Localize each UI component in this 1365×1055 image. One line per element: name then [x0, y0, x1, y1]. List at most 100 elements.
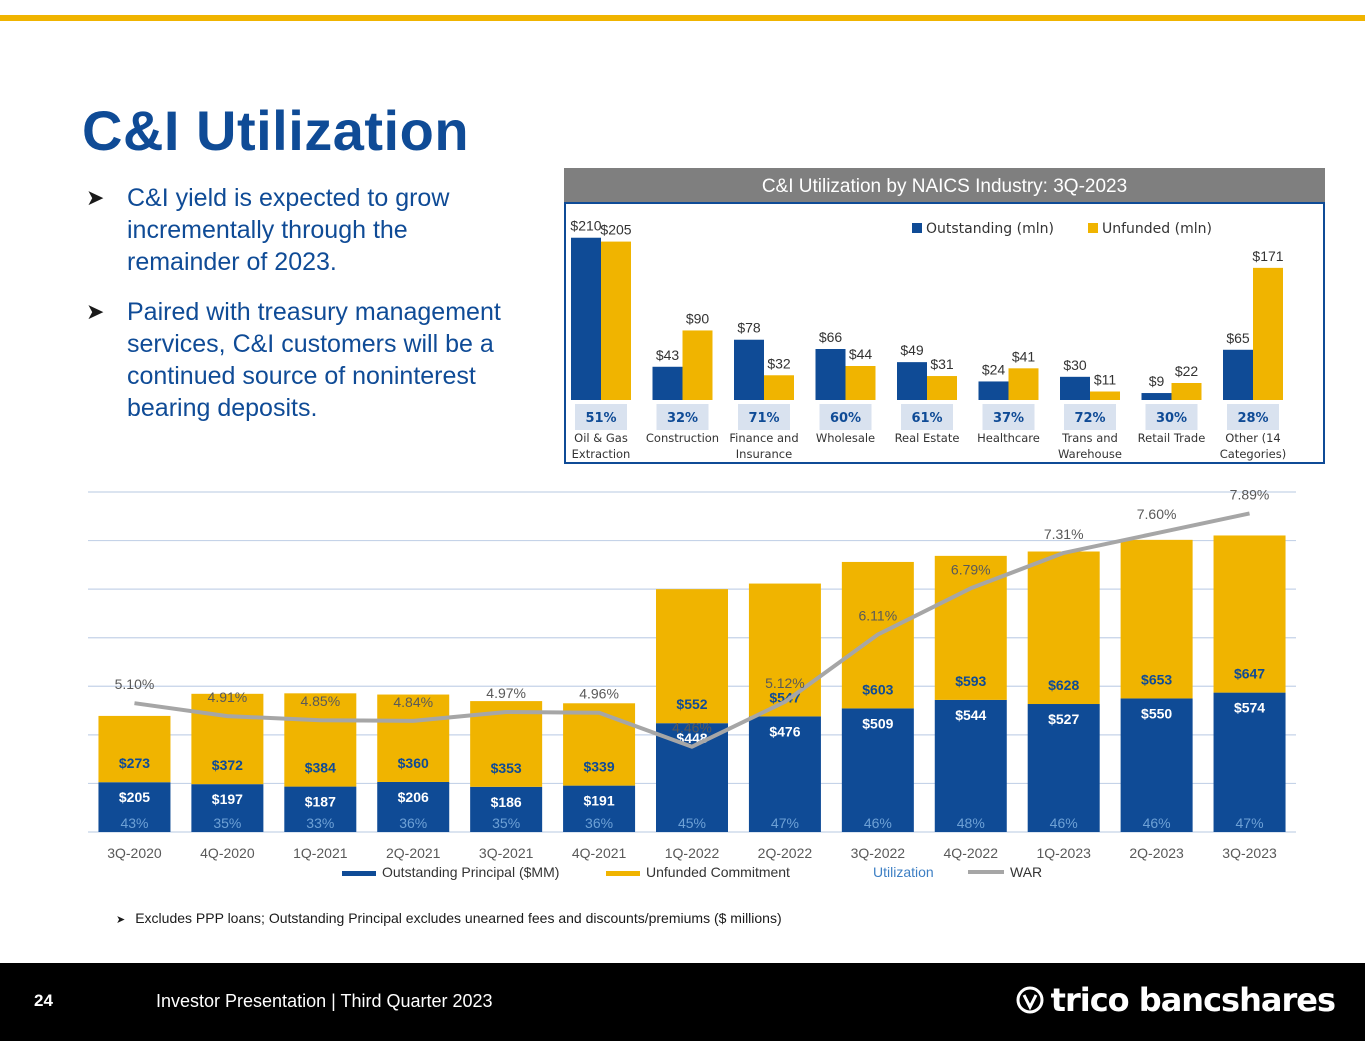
industry-value-label: $66 [819, 329, 843, 345]
industry-bar-outstanding [815, 349, 846, 400]
footnote-text: Excludes PPP loans; Outstanding Principa… [135, 910, 782, 926]
industry-category-label: Oil & Gas [574, 431, 628, 445]
outstanding-label: $186 [491, 794, 522, 810]
outstanding-bar [563, 785, 636, 832]
utilization-badge [819, 404, 872, 430]
war-label: 6.79% [951, 561, 991, 577]
utilization-label: 47% [771, 815, 799, 831]
utilization-badge [901, 404, 953, 430]
utilization-badge-label: 72% [1074, 411, 1105, 426]
war-label: 5.12% [765, 675, 805, 691]
unfunded-label: $547 [769, 689, 800, 705]
utilization-badge-label: 71% [748, 411, 779, 426]
industry-value-label: $32 [767, 355, 791, 371]
unfunded-bar [1120, 539, 1193, 699]
footer-bar: 24 Investor Presentation | Third Quarter… [0, 963, 1365, 1041]
unfunded-label: $273 [119, 755, 150, 771]
unfunded-bar [656, 589, 728, 724]
industry-value-label: $30 [1063, 357, 1087, 373]
industry-value-label: $171 [1252, 248, 1283, 264]
outstanding-bar [470, 786, 543, 832]
industry-value-label: $44 [849, 346, 873, 362]
war-label: 6.11% [859, 608, 898, 624]
outstanding-bar [1120, 698, 1193, 832]
utilization-badge [656, 404, 709, 430]
unfunded-bar [377, 694, 450, 782]
page-title: C&I Utilization [82, 99, 470, 162]
utilization-label: 33% [306, 815, 334, 831]
outstanding-label: $527 [1048, 711, 1079, 727]
page-number: 24 [34, 991, 53, 1010]
unfunded-label: $647 [1234, 666, 1265, 682]
industry-bar-outstanding [652, 366, 683, 400]
utilization-badge [738, 404, 790, 430]
industry-value-label: $41 [1012, 348, 1036, 364]
outstanding-label: $191 [583, 793, 614, 809]
outstanding-label: $476 [769, 723, 800, 739]
industry-category-label: Retail Trade [1138, 431, 1206, 445]
utilization-badge [982, 404, 1035, 430]
arrow-bullet-icon: ➤ [86, 185, 105, 210]
legend-label: Outstanding (mln) [926, 221, 1054, 237]
utilization-chart: $205 $273 43% 3Q-2020 $197 $372 35% 4Q-2020 $187… [88, 486, 1296, 880]
utilization-badge [1064, 404, 1116, 430]
x-tick-label: 2Q-2023 [1129, 845, 1184, 861]
arrow-bullet-icon: ➤ [116, 914, 126, 926]
industry-value-label: $9 [1149, 373, 1165, 389]
legend-label: Unfunded (mln) [1102, 221, 1212, 237]
legend-label: Outstanding Principal ($MM) [382, 864, 559, 880]
utilization-badge [575, 404, 627, 430]
outstanding-label: $197 [212, 791, 243, 807]
outstanding-bar [98, 782, 171, 832]
utilization-label: 46% [1143, 815, 1171, 831]
outstanding-bar [191, 784, 264, 832]
industry-chart: $210$205 51% Oil & Gas Extraction $43 $90 32% C… [570, 218, 1286, 461]
industry-bar-outstanding [1060, 376, 1090, 400]
outstanding-bar [377, 781, 450, 832]
unfunded-bar [563, 703, 636, 786]
unfunded-bar [1027, 551, 1100, 705]
war-label: 5.10% [115, 676, 155, 692]
footnote: ➤ Excludes PPP loans; Outstanding Princip… [116, 910, 782, 926]
x-tick-label: 1Q-2022 [665, 845, 720, 861]
outstanding-bar [656, 723, 728, 832]
utilization-badge-label: 32% [667, 411, 698, 426]
utilization-label: 45% [678, 815, 706, 831]
utilization-badge-label: 28% [1237, 411, 1268, 426]
outstanding-bar [1213, 692, 1286, 832]
outstanding-label: $206 [398, 789, 429, 805]
unfunded-label: $603 [862, 681, 893, 697]
company-logo: trico bancshares [1015, 981, 1336, 1019]
industry-value-label: $49 [900, 342, 924, 358]
industry-value-label: $31 [930, 356, 954, 372]
war-label: 7.89% [1230, 486, 1270, 502]
industry-bar-unfunded [682, 330, 713, 400]
x-tick-label: 4Q-2022 [944, 845, 999, 861]
industry-bar-unfunded [1253, 267, 1283, 400]
industry-category-label: Extraction [572, 447, 631, 461]
industry-category-label: Categories) [1220, 447, 1286, 461]
industry-value-label: $22 [1175, 363, 1199, 379]
logo-text: trico bancshares [1050, 981, 1336, 1019]
industry-bar-unfunded [1008, 368, 1039, 400]
unfunded-bar [284, 693, 357, 787]
war-label: 4.84% [393, 694, 433, 710]
utilization-label: 36% [399, 815, 427, 831]
unfunded-bar [748, 583, 821, 717]
x-tick-label: 3Q-2021 [479, 845, 534, 861]
utilization-label: 48% [957, 815, 985, 831]
industry-bar-unfunded [845, 366, 876, 400]
industry-category-label: Trans and [1061, 431, 1118, 445]
unfunded-bar [98, 715, 171, 783]
bullet-text: Paired with treasury management services… [127, 298, 501, 422]
industry-value-label: $90 [686, 310, 710, 326]
industry-bar-outstanding [1223, 349, 1253, 400]
industry-bar-outstanding [978, 381, 1009, 400]
utilization-badge-label: 30% [1156, 411, 1187, 426]
x-tick-label: 2Q-2021 [386, 845, 441, 861]
unfunded-bar [1213, 535, 1286, 693]
outstanding-bar [1027, 704, 1100, 832]
utilization-label: 35% [213, 815, 241, 831]
unfunded-label: $552 [676, 696, 707, 712]
legend-label: Utilization [873, 864, 934, 880]
